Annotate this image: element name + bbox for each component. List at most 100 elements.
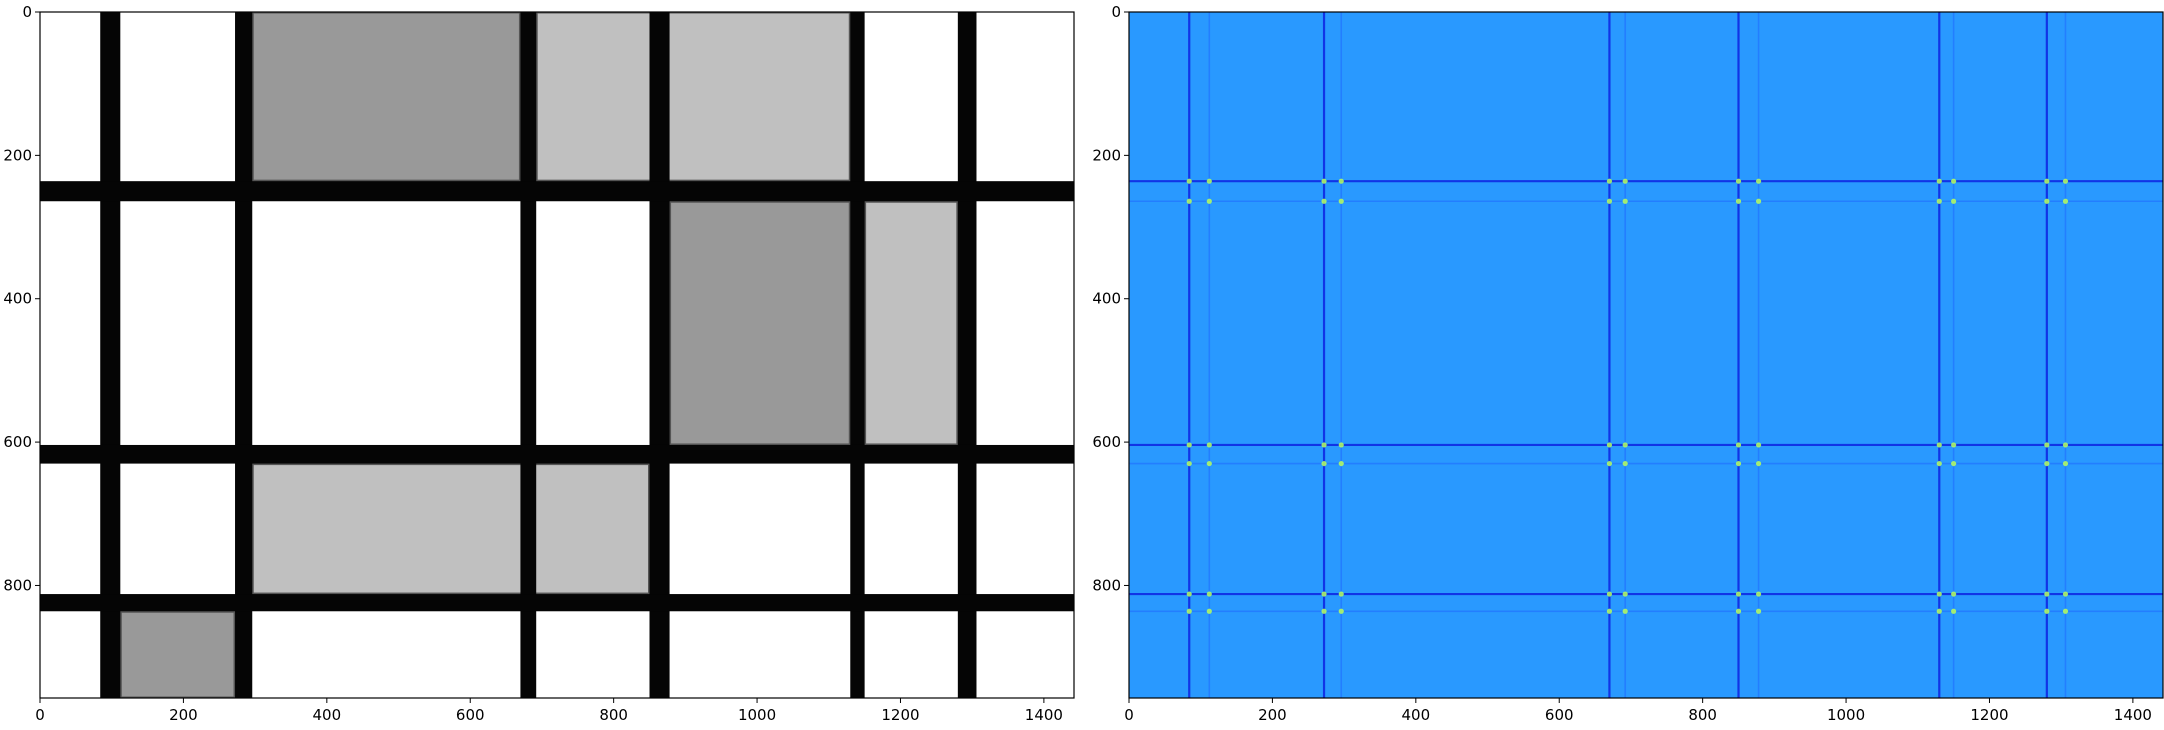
left-ytick-label: 0 (22, 3, 32, 21)
corner-peak-dot (1735, 198, 1742, 204)
black-horizontal-bar (40, 444, 1074, 464)
left-xtick-label: 1000 (738, 706, 776, 724)
left-xtick-label: 600 (456, 706, 485, 724)
corner-peak-dot (1622, 460, 1628, 467)
corner-peak-dot (2044, 442, 2050, 448)
right-ytick-label: 200 (1092, 146, 1121, 164)
right-ytick-label: 400 (1092, 290, 1121, 308)
left-image-body (40, 12, 1074, 698)
corner-peak-dot (1622, 198, 1628, 204)
corner-peak-dot (1936, 198, 1942, 204)
right-ytick-label: 800 (1092, 576, 1121, 594)
corner-peak-dot (1755, 608, 1762, 614)
corner-peak-dot (2044, 198, 2050, 204)
corner-peak-dot (1735, 178, 1742, 184)
corner-peak-dot (2044, 460, 2050, 467)
left-xtick-label: 1400 (1025, 706, 1063, 724)
corner-peak-dot (1606, 591, 1613, 597)
corner-peak-dot (2062, 460, 2069, 467)
corner-peak-dot (1338, 178, 1344, 184)
right-xtick-label: 1400 (2114, 706, 2152, 724)
right-ytick-label: 0 (1111, 3, 1121, 21)
gray-cell (534, 12, 852, 183)
corner-peak-dot (2062, 198, 2069, 204)
corner-peak-dot (1186, 591, 1192, 597)
left-xtick-label: 0 (35, 706, 45, 724)
corner-peak-dot (1936, 178, 1942, 184)
corner-peak-dot (1338, 460, 1344, 467)
gray-cell (668, 199, 852, 447)
corner-peak-dot (1606, 442, 1613, 448)
right-heatmap-body (1129, 12, 2163, 698)
corner-peak-dot (1606, 460, 1613, 467)
corner-peak-dot (1755, 460, 1762, 467)
right-xtick-label: 600 (1545, 706, 1574, 724)
right-axes-frame (1128, 11, 2164, 699)
right-xtick-label: 400 (1402, 706, 1431, 724)
left-ytick-label: 800 (3, 576, 32, 594)
right-xtick-label: 0 (1124, 706, 1134, 724)
left-image-panel: 0 200 400 600 800 1000 1200 1400 0 200 400 600 800 (3, 3, 1075, 724)
corner-peak-dot (1735, 442, 1742, 448)
corner-peak-dot (1338, 608, 1344, 614)
corner-peak-dot (1206, 198, 1212, 204)
left-xtick-label: 400 (313, 706, 342, 724)
corner-peak-dot (1321, 608, 1327, 614)
corner-peak-dot (1755, 198, 1762, 204)
corner-peak-dot (1951, 198, 1957, 204)
corner-peak-dot (1755, 178, 1762, 184)
corner-peak-dot (1936, 591, 1942, 597)
corner-peak-dot (1206, 178, 1212, 184)
corner-peak-dot (1936, 442, 1942, 448)
right-xtick-label: 200 (1258, 706, 1287, 724)
corner-peak-dot (1951, 178, 1957, 184)
corner-peak-dot (1186, 608, 1192, 614)
corner-peak-dot (2044, 608, 2050, 614)
corner-peak-dot (1321, 591, 1327, 597)
left-xtick-label: 200 (169, 706, 198, 724)
corner-peak-dot (1735, 460, 1742, 467)
corner-peak-dot (1606, 198, 1613, 204)
corner-peak-dot (1936, 460, 1942, 467)
right-xtick-label: 800 (1688, 706, 1717, 724)
heatmap-background (1129, 12, 2163, 698)
corner-peak-dot (1338, 198, 1344, 204)
right-heatmap-panel: 0 200 400 600 800 1000 1200 1400 0 200 400 600 800 (1092, 3, 2164, 724)
corner-peak-dot (1622, 608, 1628, 614)
corner-peak-dot (2062, 178, 2069, 184)
corner-peak-dot (1321, 460, 1327, 467)
corner-peak-dot (2044, 178, 2050, 184)
corner-peak-dot (1206, 608, 1212, 614)
corner-peak-dot (1206, 591, 1212, 597)
corner-peak-dot (1338, 442, 1344, 448)
gray-cell (118, 609, 237, 698)
corner-peak-dot (1622, 591, 1628, 597)
right-xtick-label: 1200 (1970, 706, 2008, 724)
corner-peak-dot (1755, 591, 1762, 597)
left-axes-frame (39, 11, 1075, 699)
corner-peak-dot (1321, 442, 1327, 448)
left-xtick-label: 800 (599, 706, 628, 724)
corner-peak-dot (1186, 178, 1192, 184)
left-ytick-label: 400 (3, 290, 32, 308)
corner-peak-dot (2044, 591, 2050, 597)
corner-peak-dot (2062, 442, 2069, 448)
left-ytick-label: 200 (3, 146, 32, 164)
corner-peak-dot (1951, 460, 1957, 467)
corner-peak-dot (1951, 608, 1957, 614)
corner-peak-dot (1321, 198, 1327, 204)
corner-peak-dot (1622, 442, 1628, 448)
corner-peak-dot (1186, 198, 1192, 204)
corner-peak-dot (1186, 460, 1192, 467)
corner-peak-dot (1755, 442, 1762, 448)
right-xtick-label: 1000 (1827, 706, 1865, 724)
gray-cell (250, 462, 652, 596)
corner-peak-dot (2062, 608, 2069, 614)
corner-peak-dot (1735, 591, 1742, 597)
corner-peak-dot (1735, 608, 1742, 614)
corner-peak-dot (1606, 178, 1613, 184)
corner-peak-dot (1321, 178, 1327, 184)
left-ytick-label: 600 (3, 433, 32, 451)
left-xtick-label: 1200 (881, 706, 919, 724)
